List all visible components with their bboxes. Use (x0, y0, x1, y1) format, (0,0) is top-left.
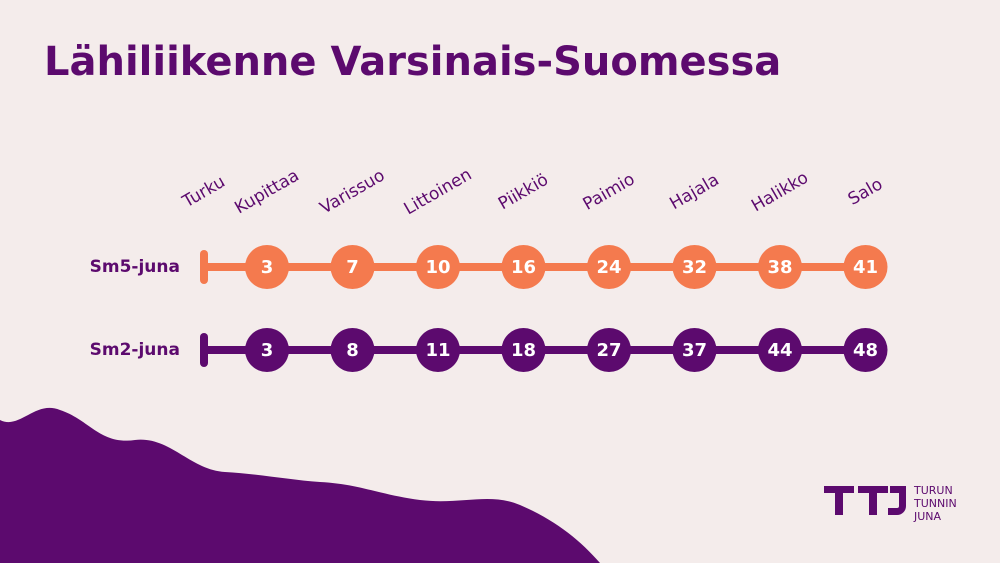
stop-time: 32 (682, 257, 707, 278)
stop-time: 48 (853, 340, 878, 361)
stop-circle (587, 245, 631, 289)
logo-glyph (888, 486, 906, 515)
stop-circle (843, 328, 888, 372)
stop-circle (245, 245, 289, 289)
logo-line: TURUN (913, 484, 953, 497)
stop-time: 41 (853, 257, 878, 278)
stop-time: 44 (767, 340, 792, 361)
stop-time: 24 (596, 257, 621, 278)
logo-glyph (858, 486, 888, 515)
stop-time: 10 (425, 257, 450, 278)
stop-circle (672, 245, 717, 289)
stop-time: 37 (682, 340, 707, 361)
stop-circle (330, 328, 375, 372)
logo-glyph (824, 486, 854, 515)
stop-time: 16 (511, 257, 536, 278)
stop-circle (758, 245, 802, 289)
stop-time: 8 (346, 340, 359, 361)
stop-circle (416, 245, 460, 289)
title: Lähiliikenne Varsinais-Suomessa (44, 39, 781, 85)
hill-shape (0, 407, 600, 563)
stop-circle (501, 245, 546, 289)
train-label: Sm5-juna (90, 257, 180, 277)
logo-line: JUNA (913, 510, 942, 523)
stop-time: 3 (261, 340, 274, 361)
stop-circle (416, 328, 460, 372)
stop-time: 7 (346, 257, 359, 278)
train-label: Sm2-juna (90, 340, 180, 360)
stop-circle (672, 328, 717, 372)
stop-circle (843, 245, 888, 289)
stop-circle (330, 245, 375, 289)
logo-line: TUNNIN (913, 497, 957, 510)
stop-time: 18 (511, 340, 536, 361)
stop-time: 3 (261, 257, 274, 278)
logo (824, 486, 906, 515)
stop-time: 27 (596, 340, 621, 361)
stop-circle (501, 328, 546, 372)
stop-time: 38 (767, 257, 792, 278)
stop-circle (245, 328, 289, 372)
stop-circle (587, 328, 631, 372)
stop-time: 11 (425, 340, 450, 361)
stop-circle (758, 328, 802, 372)
